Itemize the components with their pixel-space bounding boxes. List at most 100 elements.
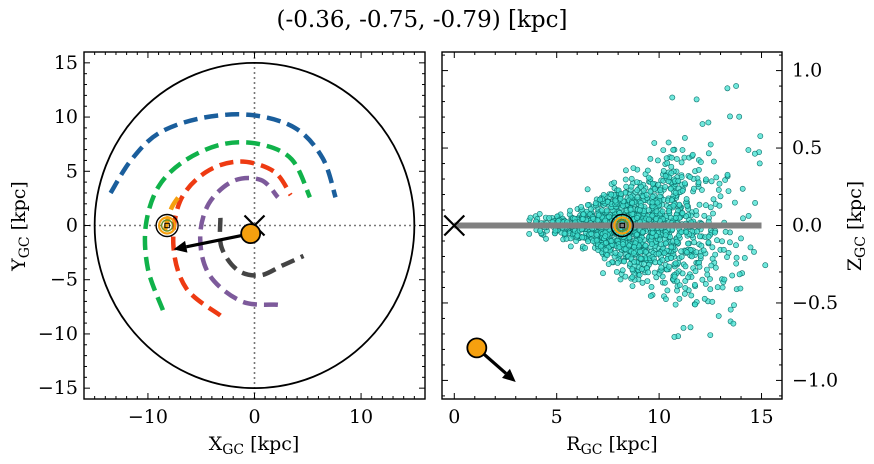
xy-x-axis-subscript: GC [222, 442, 244, 458]
star-point [622, 176, 629, 183]
star-point [745, 147, 752, 153]
star-point [600, 270, 606, 277]
star-point [671, 333, 678, 340]
star-point [631, 258, 638, 265]
star-point [712, 251, 719, 258]
star-point [670, 146, 677, 153]
sun-orange-ring-rz [613, 216, 632, 235]
star-point [708, 178, 715, 185]
star-point [659, 208, 666, 215]
star-point [672, 189, 679, 196]
star-point [724, 254, 730, 260]
star-point [727, 239, 733, 246]
xy-x-axis-unit: [kpc] [244, 433, 299, 455]
star-point [709, 255, 716, 262]
star-point [704, 266, 710, 273]
star-point [731, 302, 737, 308]
star-point [588, 230, 595, 237]
star-point [699, 276, 706, 283]
sun-center-dot [164, 222, 170, 229]
xy-x-axis-label: XGC [kpc] [209, 433, 300, 458]
star-point [649, 180, 656, 187]
xy-y-axis-label: YGC [kpc] [8, 181, 33, 272]
star-point [722, 228, 729, 235]
star-point [584, 202, 591, 208]
star-point [678, 253, 685, 260]
star-point [668, 254, 674, 261]
star-point [617, 195, 624, 202]
z-tick-label: −1.0 [792, 369, 838, 391]
star-point [662, 183, 668, 190]
star-point [715, 313, 722, 319]
star-point [653, 215, 659, 222]
star-point [612, 249, 619, 256]
star-point [664, 160, 671, 166]
star-point [648, 283, 655, 290]
star-point [649, 212, 656, 219]
star-point [692, 268, 699, 275]
star-point [694, 228, 700, 235]
star-point [662, 279, 668, 286]
star-point [708, 262, 715, 269]
star-point [619, 267, 626, 274]
star-point [712, 264, 719, 271]
rz-velocity-arrow-head [502, 368, 516, 382]
star-point [644, 167, 651, 174]
star-point [543, 235, 549, 242]
star-point [715, 186, 722, 193]
star-scatter-points [526, 83, 769, 340]
star-point [662, 240, 669, 247]
star-point [537, 227, 543, 234]
star-point [719, 284, 726, 291]
star-point [752, 199, 758, 206]
xy-velocity-arrow-shaft [185, 232, 251, 249]
star-point [629, 266, 636, 272]
star-point [623, 183, 630, 190]
star-point [642, 242, 649, 249]
star-point [631, 250, 637, 256]
star-point [631, 244, 638, 250]
sun-center-dot-rz [619, 222, 625, 229]
star-point [643, 191, 650, 198]
star-point [608, 238, 615, 244]
star-point [639, 279, 646, 286]
star-point [687, 174, 693, 180]
star-point [695, 179, 702, 186]
star-point [662, 232, 669, 239]
star-point [546, 215, 552, 221]
rz-y-axis-unit: [kpc] [844, 181, 866, 236]
star-point [636, 207, 643, 214]
xy-plane-panel: −10 0 10 −15 −10 −5 0 5 10 15 XGC [kpc] YGC [kpc] [8, 51, 426, 458]
star-point [612, 197, 619, 204]
star-point [651, 269, 658, 276]
star-point [707, 276, 713, 282]
star-point [584, 186, 591, 193]
star-point [709, 298, 716, 305]
star-point [683, 213, 689, 220]
star-point [740, 215, 746, 222]
star-point [727, 113, 733, 120]
star-point [637, 248, 643, 255]
star-point [603, 247, 609, 253]
xy-axis-ticks: −10 0 10 −15 −10 −5 0 5 10 15 [38, 52, 425, 428]
star-point [713, 174, 720, 181]
star-point [714, 284, 721, 291]
star-point [668, 197, 675, 204]
star-point [629, 200, 636, 206]
star-point [739, 185, 746, 192]
y-tick-label: −15 [38, 377, 78, 399]
star-point [614, 259, 621, 266]
star-point [679, 147, 686, 153]
star-point [605, 261, 612, 267]
rz-y-axis-subscript: GC [853, 236, 869, 258]
star-point [670, 202, 677, 209]
star-point [613, 268, 620, 275]
star-point [756, 160, 763, 167]
star-point [668, 154, 675, 161]
star-point [666, 263, 672, 270]
star-point [628, 175, 635, 182]
star-point [672, 260, 679, 267]
xy-plot-area [84, 52, 425, 399]
star-point [696, 166, 702, 173]
star-point [649, 199, 656, 206]
